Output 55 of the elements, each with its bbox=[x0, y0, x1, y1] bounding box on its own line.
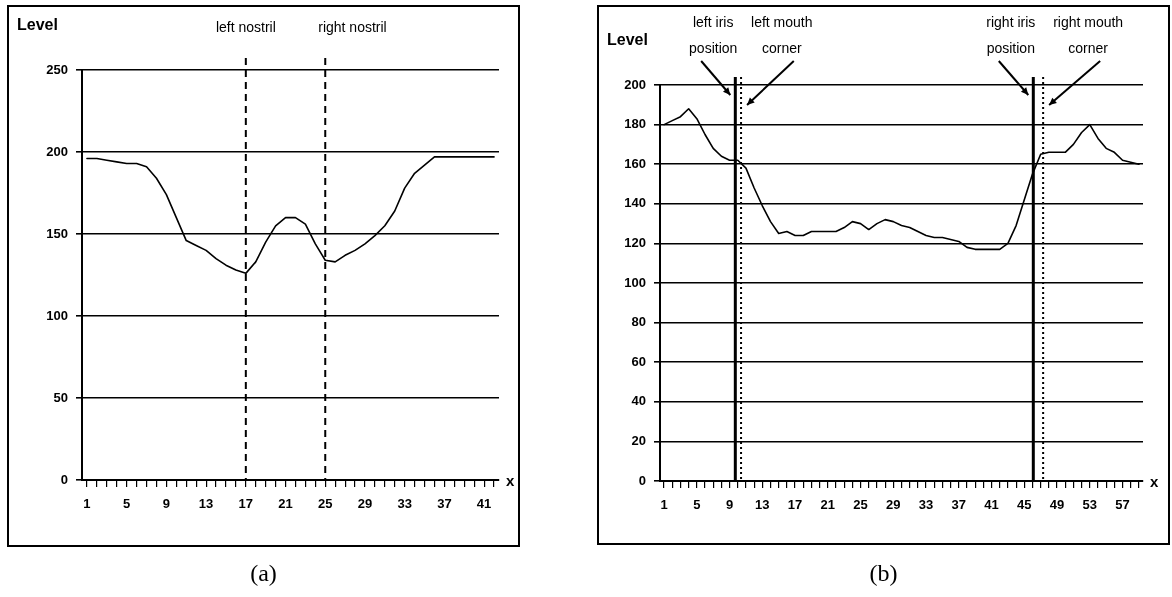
y-tick-label: 120 bbox=[624, 234, 646, 250]
y-tick-label: 20 bbox=[631, 432, 646, 448]
x-tick-label: 13 bbox=[198, 496, 214, 512]
x-tick-label: 29 bbox=[886, 497, 901, 513]
x-tick-label: 1 bbox=[660, 497, 668, 513]
x-tick-label: 25 bbox=[318, 496, 333, 512]
x-tick-label: 21 bbox=[820, 497, 836, 513]
ref-line-label: right mouth corner bbox=[1053, 14, 1124, 56]
y-axis-title: Level bbox=[607, 31, 648, 48]
y-tick-label: 150 bbox=[46, 225, 68, 241]
x-tick-label: 9 bbox=[725, 497, 734, 513]
x-axis-title: x bbox=[506, 472, 515, 490]
x-tick-label: 53 bbox=[1082, 497, 1098, 513]
x-tick-label: 1 bbox=[83, 496, 91, 512]
y-tick-label: 200 bbox=[46, 143, 68, 159]
y-tick-label: 160 bbox=[624, 155, 646, 171]
x-tick-label: 25 bbox=[853, 497, 868, 513]
y-tick-label: 0 bbox=[638, 472, 646, 488]
y-tick-label: 250 bbox=[46, 61, 68, 77]
x-tick-label: 9 bbox=[162, 496, 171, 512]
x-tick-label: 45 bbox=[1017, 497, 1032, 513]
y-tick-label: 180 bbox=[624, 116, 646, 132]
x-tick-label: 5 bbox=[123, 496, 131, 512]
text: (b) bbox=[868, 560, 899, 587]
ref-line-label: left nostril bbox=[215, 19, 276, 35]
y-tick-label: 80 bbox=[631, 314, 646, 330]
x-tick-label: 21 bbox=[278, 496, 293, 512]
y-tick-label: 100 bbox=[624, 274, 646, 290]
y-axis-title: Level bbox=[17, 16, 58, 33]
x-tick-label: 29 bbox=[357, 496, 373, 512]
text: (a) bbox=[249, 560, 278, 587]
y-tick-label: 100 bbox=[46, 307, 68, 323]
x-tick-label: 5 bbox=[693, 497, 701, 513]
x-tick-label: 41 bbox=[476, 496, 492, 512]
y-tick-label: 50 bbox=[53, 389, 68, 405]
ref-line-label: left mouth corner bbox=[751, 14, 813, 56]
x-tick-label: 37 bbox=[951, 497, 967, 513]
x-tick-label: 33 bbox=[397, 496, 412, 512]
x-tick-label: 49 bbox=[1049, 497, 1065, 513]
x-tick-label: 37 bbox=[437, 496, 452, 512]
y-tick-label: 200 bbox=[624, 76, 646, 92]
y-tick-label: 140 bbox=[624, 195, 646, 211]
y-tick-label: 40 bbox=[631, 393, 646, 409]
x-tick-label: 13 bbox=[755, 497, 770, 513]
x-tick-label: 33 bbox=[918, 497, 934, 513]
ref-line-label: right iris position bbox=[986, 14, 1036, 56]
x-tick-label: 17 bbox=[238, 496, 254, 512]
y-tick-label: 0 bbox=[60, 471, 68, 487]
x-axis-title: x bbox=[1150, 473, 1159, 491]
ref-line-label: right nostril bbox=[318, 19, 387, 35]
x-tick-label: 41 bbox=[984, 497, 999, 513]
x-tick-label: 57 bbox=[1115, 497, 1130, 513]
y-tick-label: 60 bbox=[631, 353, 646, 369]
x-tick-label: 17 bbox=[787, 497, 803, 513]
ref-line-label: left iris position bbox=[689, 14, 738, 56]
